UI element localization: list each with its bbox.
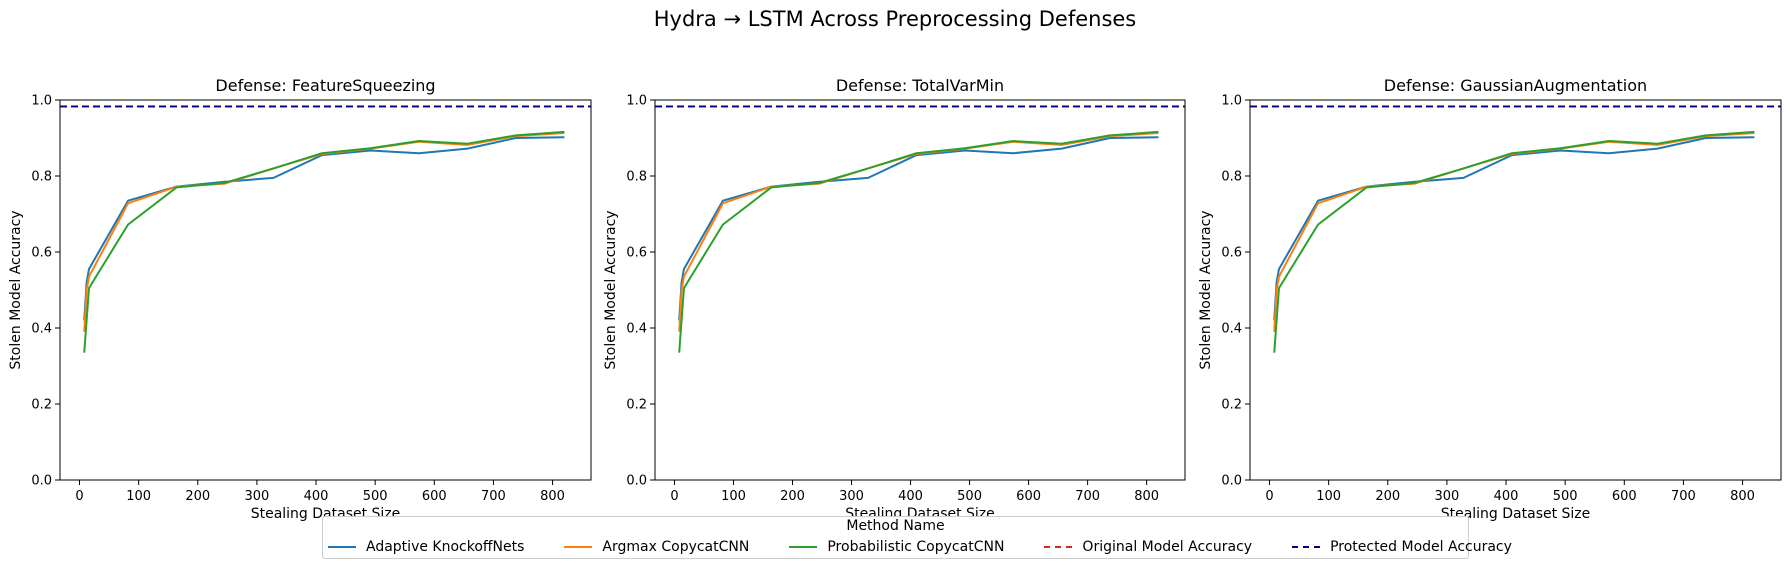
x-tick-label: 200 <box>780 489 805 504</box>
legend-item: Probabilistic CopycatCNN <box>789 539 1004 555</box>
series-line-2 <box>678 132 1159 332</box>
legend-item: Protected Model Accuracy <box>1292 539 1512 555</box>
y-tick-label: 0.6 <box>31 246 52 261</box>
legend-label: Argmax CopycatCNN <box>602 539 750 555</box>
subplot-title: Defense: TotalVarMin <box>836 76 1004 95</box>
y-tick-label: 0.8 <box>1221 170 1242 185</box>
x-tick-label: 600 <box>422 489 447 504</box>
y-tick-label: 0.4 <box>31 322 52 337</box>
x-tick-label: 300 <box>839 489 864 504</box>
y-tick-label: 0.4 <box>1221 322 1242 337</box>
x-tick-label: 600 <box>1016 489 1041 504</box>
x-tick-label: 800 <box>1730 489 1755 504</box>
y-tick-label: 1.0 <box>626 94 647 109</box>
x-tick-label: 0 <box>670 489 678 504</box>
subplot-3: Defense: GaussianAugmentation 0 100 200 300 4… <box>1198 76 1782 522</box>
x-tick-label: 700 <box>481 489 506 504</box>
plot-frame <box>59 99 592 481</box>
legend-item: Argmax CopycatCNN <box>564 539 749 555</box>
x-tick-label: 400 <box>898 489 923 504</box>
x-tick-label: 100 <box>721 489 746 504</box>
y-axis-label: Stolen Model Accuracy <box>1198 210 1214 369</box>
plot-area <box>1250 105 1781 353</box>
x-tick-label: 600 <box>1612 489 1637 504</box>
series-line-3 <box>678 130 1159 353</box>
legend-swatch <box>1044 546 1073 548</box>
series-line-3 <box>1273 130 1755 353</box>
x-tick-label: 700 <box>1671 489 1696 504</box>
series-line-2 <box>83 132 565 332</box>
x-tick-label: 100 <box>1316 489 1341 504</box>
legend-swatch <box>1292 546 1321 548</box>
y-tick-label: 0.6 <box>626 246 647 261</box>
y-tick-label: 0.2 <box>31 398 52 413</box>
series-line-3 <box>83 130 565 353</box>
x-tick-label: 300 <box>244 489 269 504</box>
plot-area <box>655 105 1185 353</box>
subplot-2: Defense: TotalVarMin 0 100 200 300 400 500 600 7… <box>603 76 1186 522</box>
series-line-1 <box>1273 136 1755 321</box>
x-tick-label: 300 <box>1434 489 1459 504</box>
y-tick-label: 1.0 <box>31 94 52 109</box>
x-tick-label: 500 <box>363 489 388 504</box>
series-line-2 <box>1273 132 1755 332</box>
x-tick-label: 800 <box>1134 489 1159 504</box>
legend-swatch <box>564 546 593 548</box>
legend-item: Original Model Accuracy <box>1044 539 1252 555</box>
legend: Method Name Adaptive KnockoffNets Argmax … <box>322 516 1512 559</box>
y-tick-label: 0.2 <box>626 398 647 413</box>
series-line-1 <box>83 136 565 321</box>
x-tick-label: 0 <box>1265 489 1273 504</box>
x-axis-label: Stealing Dataset Size <box>1441 506 1591 522</box>
legend-label: Adaptive KnockoffNets <box>366 539 525 555</box>
x-tick-label: 400 <box>1494 489 1519 504</box>
plot-area <box>60 105 591 353</box>
y-tick-label: 0.8 <box>31 170 52 185</box>
y-axis-label: Stolen Model Accuracy <box>8 210 24 369</box>
subplot-title: Defense: FeatureSqueezing <box>215 76 435 95</box>
subplot-title: Defense: GaussianAugmentation <box>1384 76 1647 95</box>
subplot-1: Defense: FeatureSqueezing 0 100 200 300 400 50… <box>8 76 592 522</box>
x-tick-label: 400 <box>304 489 329 504</box>
legend-title: Method Name <box>846 518 945 534</box>
legend-label: Protected Model Accuracy <box>1330 539 1512 555</box>
legend-swatch <box>328 546 356 548</box>
legend-items: Adaptive KnockoffNets Argmax CopycatCNN Pr… <box>328 537 1512 557</box>
x-tick-label: 100 <box>126 489 151 504</box>
y-tick-label: 0.4 <box>626 322 647 337</box>
legend-label: Original Model Accuracy <box>1082 539 1253 555</box>
x-tick-label: 200 <box>185 489 210 504</box>
figure-title: Hydra → LSTM Across Preprocessing Defens… <box>654 7 1137 31</box>
y-tick-label: 0.0 <box>626 474 647 489</box>
legend-swatch <box>789 546 818 548</box>
x-tick-label: 700 <box>1075 489 1100 504</box>
x-tick-label: 500 <box>957 489 982 504</box>
y-tick-label: 0.8 <box>626 170 647 185</box>
plot-frame <box>654 99 1186 481</box>
y-tick-label: 1.0 <box>1221 94 1242 109</box>
x-tick-label: 500 <box>1553 489 1578 504</box>
y-tick-label: 0.2 <box>1221 398 1242 413</box>
subplots: Defense: FeatureSqueezing 0 100 200 300 400 50… <box>8 76 1782 522</box>
series-line-1 <box>678 136 1159 321</box>
legend-label: Probabilistic CopycatCNN <box>827 539 1005 555</box>
y-tick-label: 0.0 <box>1221 474 1242 489</box>
plot-frame <box>1249 99 1782 481</box>
y-tick-label: 0.0 <box>31 474 52 489</box>
y-axis-label: Stolen Model Accuracy <box>603 210 619 369</box>
legend-item: Adaptive KnockoffNets <box>328 539 524 555</box>
x-tick-label: 200 <box>1375 489 1400 504</box>
y-tick-label: 0.6 <box>1221 246 1242 261</box>
x-tick-label: 800 <box>540 489 565 504</box>
x-tick-label: 0 <box>75 489 83 504</box>
